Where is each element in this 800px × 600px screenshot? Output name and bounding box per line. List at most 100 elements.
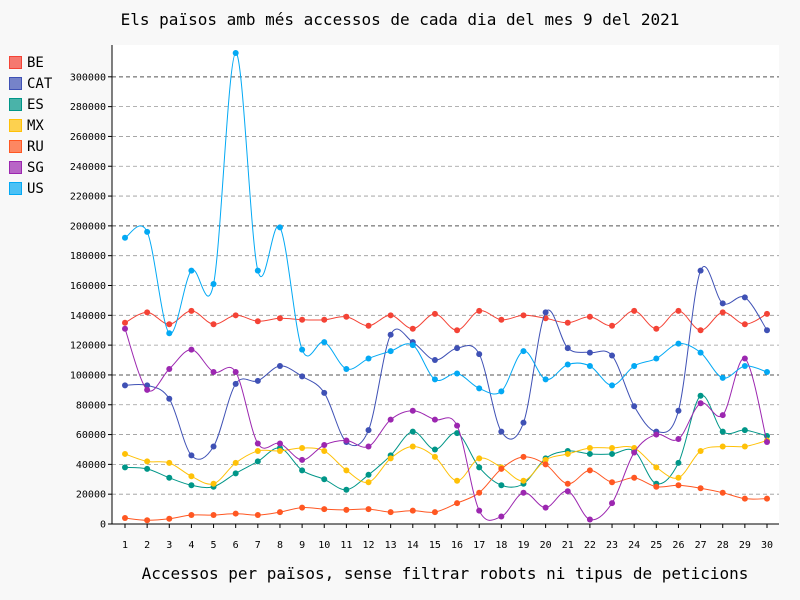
data-point-be: [232, 312, 239, 319]
data-point-sg: [586, 516, 593, 523]
data-point-be: [365, 322, 372, 329]
data-point-ru: [564, 480, 571, 487]
data-point-mx: [122, 450, 128, 457]
legend-item-sg[interactable]: SG: [9, 157, 52, 178]
data-point-sg: [365, 443, 372, 450]
legend-item-ru[interactable]: RU: [9, 136, 52, 157]
data-point-sg: [764, 439, 770, 446]
data-point-ru: [520, 453, 527, 460]
data-point-ru: [387, 509, 394, 516]
data-point-cat: [631, 403, 638, 410]
data-point-cat: [166, 395, 173, 402]
data-point-es: [232, 470, 239, 477]
y-tick-label: 220000: [70, 192, 106, 203]
data-point-sg: [564, 488, 571, 495]
data-point-be: [144, 309, 151, 316]
x-tick-label: 30: [761, 540, 773, 551]
data-point-cat: [764, 327, 770, 334]
data-point-cat: [210, 443, 217, 450]
data-point-es: [321, 476, 328, 483]
legend-label: RU: [27, 138, 44, 155]
data-point-mx: [675, 474, 682, 481]
legend-item-cat[interactable]: CAT: [9, 73, 52, 94]
x-tick-label: 2: [144, 540, 150, 551]
data-point-ru: [254, 512, 261, 519]
data-point-cat: [542, 309, 549, 316]
y-tick-label: 80000: [76, 400, 106, 411]
data-point-cat: [586, 349, 593, 356]
data-point-es: [144, 465, 151, 472]
data-point-mx: [409, 443, 416, 450]
series-cat: [122, 266, 770, 460]
x-tick-label: 4: [188, 540, 194, 551]
data-point-be: [741, 321, 748, 328]
legend-item-mx[interactable]: MX: [9, 115, 52, 136]
data-point-es: [675, 459, 682, 466]
x-tick-label: 24: [628, 540, 640, 551]
data-point-us: [653, 355, 660, 362]
data-point-cat: [498, 428, 505, 435]
data-point-ru: [631, 474, 638, 481]
legend-item-us[interactable]: US: [9, 178, 52, 199]
data-point-sg: [122, 325, 128, 332]
data-point-sg: [299, 456, 306, 463]
data-point-mx: [609, 444, 616, 451]
data-point-cat: [387, 331, 394, 338]
data-point-us: [122, 234, 128, 241]
x-tick-label: 12: [362, 540, 374, 551]
data-point-us: [741, 362, 748, 369]
legend-swatch: [9, 98, 22, 111]
y-tick-label: 40000: [76, 460, 106, 471]
data-point-mx: [276, 447, 283, 454]
data-point-cat: [321, 389, 328, 396]
legend-item-es[interactable]: ES: [9, 94, 52, 115]
data-point-ru: [276, 509, 283, 516]
data-point-ru: [210, 512, 217, 519]
data-point-mx: [586, 444, 593, 451]
x-tick-label: 23: [606, 540, 618, 551]
data-point-mx: [564, 450, 571, 457]
data-point-us: [564, 361, 571, 368]
legend-swatch: [9, 119, 22, 132]
data-point-ru: [343, 506, 350, 513]
data-point-mx: [476, 455, 483, 462]
x-tick-label: 28: [717, 540, 729, 551]
data-point-be: [210, 321, 217, 328]
x-tick-label: 3: [166, 540, 172, 551]
x-tick-label: 22: [584, 540, 596, 551]
data-point-sg: [431, 416, 438, 423]
data-point-sg: [498, 513, 505, 520]
data-point-cat: [564, 345, 571, 352]
data-point-us: [299, 346, 306, 353]
series-ru: [122, 453, 770, 524]
data-point-es: [122, 464, 128, 471]
data-point-sg: [631, 449, 638, 456]
x-tick-label: 18: [495, 540, 507, 551]
data-point-us: [454, 370, 461, 377]
data-point-ru: [653, 483, 660, 490]
data-point-sg: [719, 412, 726, 419]
data-point-sg: [520, 489, 527, 496]
data-point-cat: [254, 377, 261, 384]
x-tick-label: 9: [299, 540, 305, 551]
y-tick-label: 200000: [70, 221, 106, 232]
data-point-es: [365, 471, 372, 478]
legend-label: BE: [27, 54, 44, 71]
data-point-sg: [653, 431, 660, 438]
y-tick-label: 60000: [76, 430, 106, 441]
legend-item-be[interactable]: BE: [9, 52, 52, 73]
x-tick-label: 13: [385, 540, 397, 551]
data-point-mx: [520, 477, 527, 484]
data-point-es: [166, 474, 173, 481]
x-tick-label: 11: [340, 540, 352, 551]
data-point-be: [254, 318, 261, 325]
x-tick-label: 19: [517, 540, 529, 551]
legend-label: ES: [27, 96, 44, 113]
data-point-sg: [675, 436, 682, 443]
data-point-be: [122, 319, 128, 326]
x-tick-label: 8: [277, 540, 283, 551]
data-point-sg: [542, 504, 549, 511]
data-point-sg: [210, 368, 217, 375]
data-point-cat: [431, 357, 438, 364]
data-point-ru: [609, 479, 616, 486]
